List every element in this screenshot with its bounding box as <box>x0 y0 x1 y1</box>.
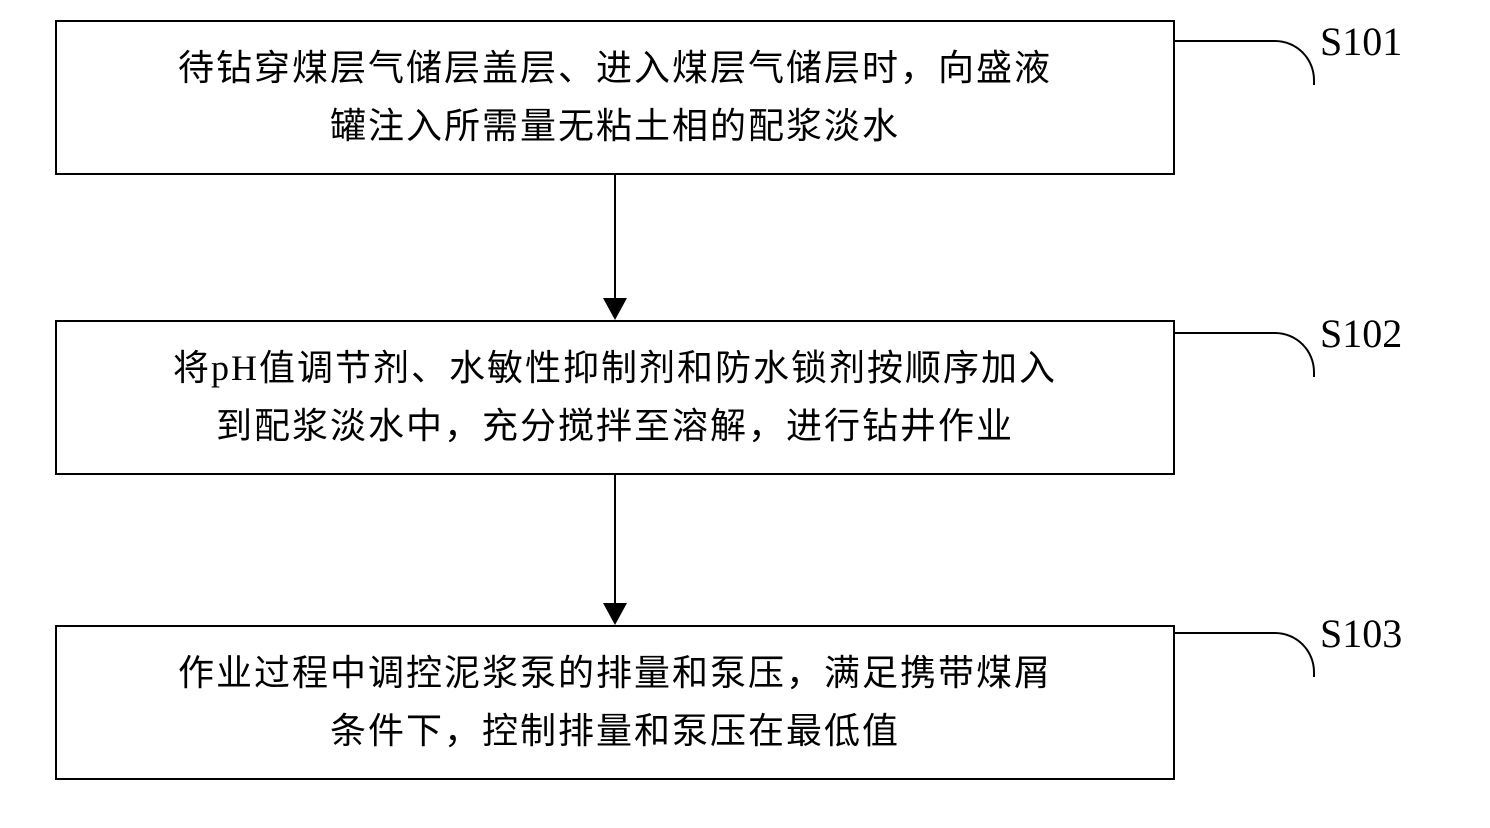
step-s103-line1: 作业过程中调控泥浆泵的排量和泵压，满足携带煤屑 <box>178 653 1052 693</box>
step-text-s103: 作业过程中调控泥浆泵的排量和泵压，满足携带煤屑 条件下，控制排量和泵压在最低值 <box>178 645 1052 760</box>
step-s101-line1: 待钻穿煤层气储层盖层、进入煤层气储层时，向盛液 <box>178 48 1052 88</box>
connector-s103 <box>1175 632 1315 677</box>
step-text-s101: 待钻穿煤层气储层盖层、进入煤层气储层时，向盛液 罐注入所需量无粘土相的配浆淡水 <box>178 40 1052 155</box>
flowchart-container: 待钻穿煤层气储层盖层、进入煤层气储层时，向盛液 罐注入所需量无粘土相的配浆淡水 … <box>0 0 1490 828</box>
step-s101-line2: 罐注入所需量无粘土相的配浆淡水 <box>330 106 900 146</box>
arrow-s101-s102 <box>603 175 627 320</box>
arrow-head-2 <box>603 603 627 625</box>
step-box-s101: 待钻穿煤层气储层盖层、进入煤层气储层时，向盛液 罐注入所需量无粘土相的配浆淡水 <box>55 20 1175 175</box>
step-box-s103: 作业过程中调控泥浆泵的排量和泵压，满足携带煤屑 条件下，控制排量和泵压在最低值 <box>55 625 1175 780</box>
arrow-s102-s103 <box>603 475 627 625</box>
connector-s102 <box>1175 332 1315 377</box>
step-label-s103: S103 <box>1320 610 1402 657</box>
arrow-line-1 <box>614 175 616 298</box>
arrow-line-2 <box>614 475 616 603</box>
step-s102-line1: 将pH值调节剂、水敏性抑制剂和防水锁剂按顺序加入 <box>173 348 1057 388</box>
step-label-s101: S101 <box>1320 18 1402 65</box>
connector-s101 <box>1175 40 1315 85</box>
step-text-s102: 将pH值调节剂、水敏性抑制剂和防水锁剂按顺序加入 到配浆淡水中，充分搅拌至溶解，… <box>173 340 1057 455</box>
step-label-s102: S102 <box>1320 310 1402 357</box>
step-s103-line2: 条件下，控制排量和泵压在最低值 <box>330 711 900 751</box>
step-s102-line2: 到配浆淡水中，充分搅拌至溶解，进行钻井作业 <box>216 406 1014 446</box>
step-box-s102: 将pH值调节剂、水敏性抑制剂和防水锁剂按顺序加入 到配浆淡水中，充分搅拌至溶解，… <box>55 320 1175 475</box>
arrow-head-1 <box>603 298 627 320</box>
